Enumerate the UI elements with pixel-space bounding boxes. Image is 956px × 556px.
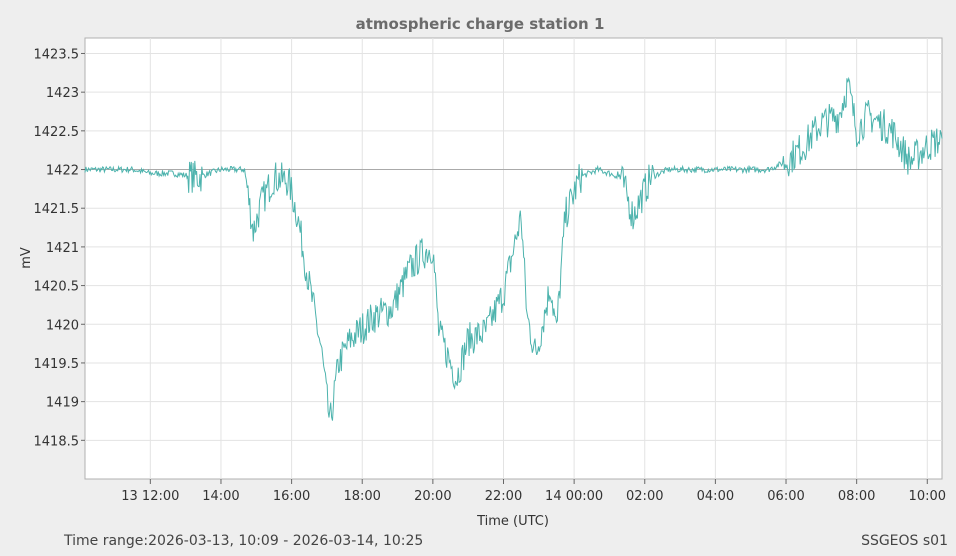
y-tick-label: 1422.5 xyxy=(34,125,80,140)
x-tick-label: 22:00 xyxy=(485,489,522,504)
y-tick-label: 1422 xyxy=(46,164,79,179)
x-axis-label: Time (UTC) xyxy=(476,514,549,529)
y-tick-label: 1421 xyxy=(46,241,79,256)
y-tick-label: 1418.5 xyxy=(34,434,80,449)
y-tick-label: 1421.5 xyxy=(34,202,80,217)
time-range-label: Time range:2026-03-13, 10:09 - 2026-03-1… xyxy=(64,533,424,549)
x-tick-label: 04:00 xyxy=(697,489,734,504)
y-axis: 1418.5 1419 1419.5 1420 1420.5 1421 1421.5 1422… xyxy=(34,47,85,449)
x-tick-label: 14:00 xyxy=(202,489,239,504)
x-tick-label: 13 12:00 xyxy=(121,489,179,504)
y-axis-label: mV xyxy=(19,247,34,269)
plot-area xyxy=(84,37,943,480)
y-tick-label: 1419 xyxy=(46,396,79,411)
x-tick-label: 18:00 xyxy=(343,489,380,504)
x-tick-label: 06:00 xyxy=(767,489,804,504)
y-tick-label: 1423 xyxy=(46,86,79,101)
line-chart: 1418.5 1419 1419.5 1420 1420.5 1421 1421.5 1422… xyxy=(19,15,946,529)
x-tick-label: 10:00 xyxy=(909,489,946,504)
y-tick-label: 1419.5 xyxy=(34,357,80,372)
chart-title: atmospheric charge station 1 xyxy=(356,15,605,33)
x-tick-label: 20:00 xyxy=(414,489,451,504)
x-tick-label: 02:00 xyxy=(626,489,663,504)
grid-lines xyxy=(85,38,942,479)
y-tick-label: 1423.5 xyxy=(34,47,80,62)
x-axis: 13 12:00 14:00 16:00 18:00 20:00 22:00 14 00:0… xyxy=(121,479,946,504)
y-tick-label: 1420.5 xyxy=(34,280,80,295)
x-tick-label: 08:00 xyxy=(838,489,875,504)
series-line xyxy=(84,76,943,421)
station-label: SSGEOS s01 xyxy=(861,533,948,549)
x-tick-label: 16:00 xyxy=(273,489,310,504)
y-tick-label: 1420 xyxy=(46,318,79,333)
x-tick-label: 14 00:00 xyxy=(545,489,603,504)
